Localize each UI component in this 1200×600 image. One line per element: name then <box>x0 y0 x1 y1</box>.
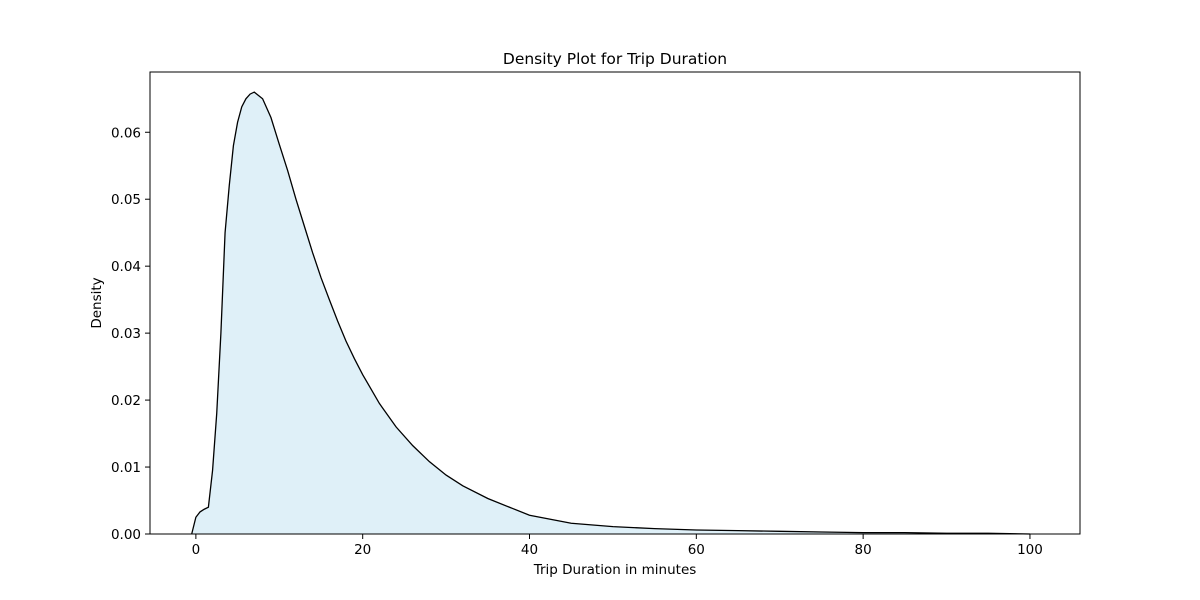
x-tick-label: 100 <box>1017 542 1043 558</box>
x-tick-label: 20 <box>354 542 371 558</box>
x-tick-label: 80 <box>855 542 872 558</box>
x-tick-label: 0 <box>192 542 201 558</box>
y-tick-label: 0.01 <box>111 460 141 476</box>
y-tick-label: 0.02 <box>111 393 141 409</box>
y-tick-label: 0.04 <box>111 259 141 275</box>
x-tick-label: 40 <box>521 542 538 558</box>
y-axis-ticks: 0.00 0.01 0.02 0.03 0.04 0.05 0.06 <box>111 125 150 543</box>
y-tick-label: 0.05 <box>111 192 141 208</box>
density-curve-line <box>191 91 1030 535</box>
plot-area-frame <box>149 71 1081 535</box>
y-tick-label: 0.03 <box>111 326 141 342</box>
y-tick-label: 0.06 <box>111 125 141 141</box>
density-area-fill <box>191 92 1030 534</box>
x-axis-label: Trip Duration in minutes <box>533 562 697 578</box>
y-tick-label: 0.00 <box>111 527 141 543</box>
x-axis-ticks: 0 20 40 60 80 100 <box>192 534 1043 558</box>
y-axis-label: Density <box>89 277 105 328</box>
chart-title: Density Plot for Trip Duration <box>503 50 727 68</box>
x-tick-label: 60 <box>688 542 705 558</box>
